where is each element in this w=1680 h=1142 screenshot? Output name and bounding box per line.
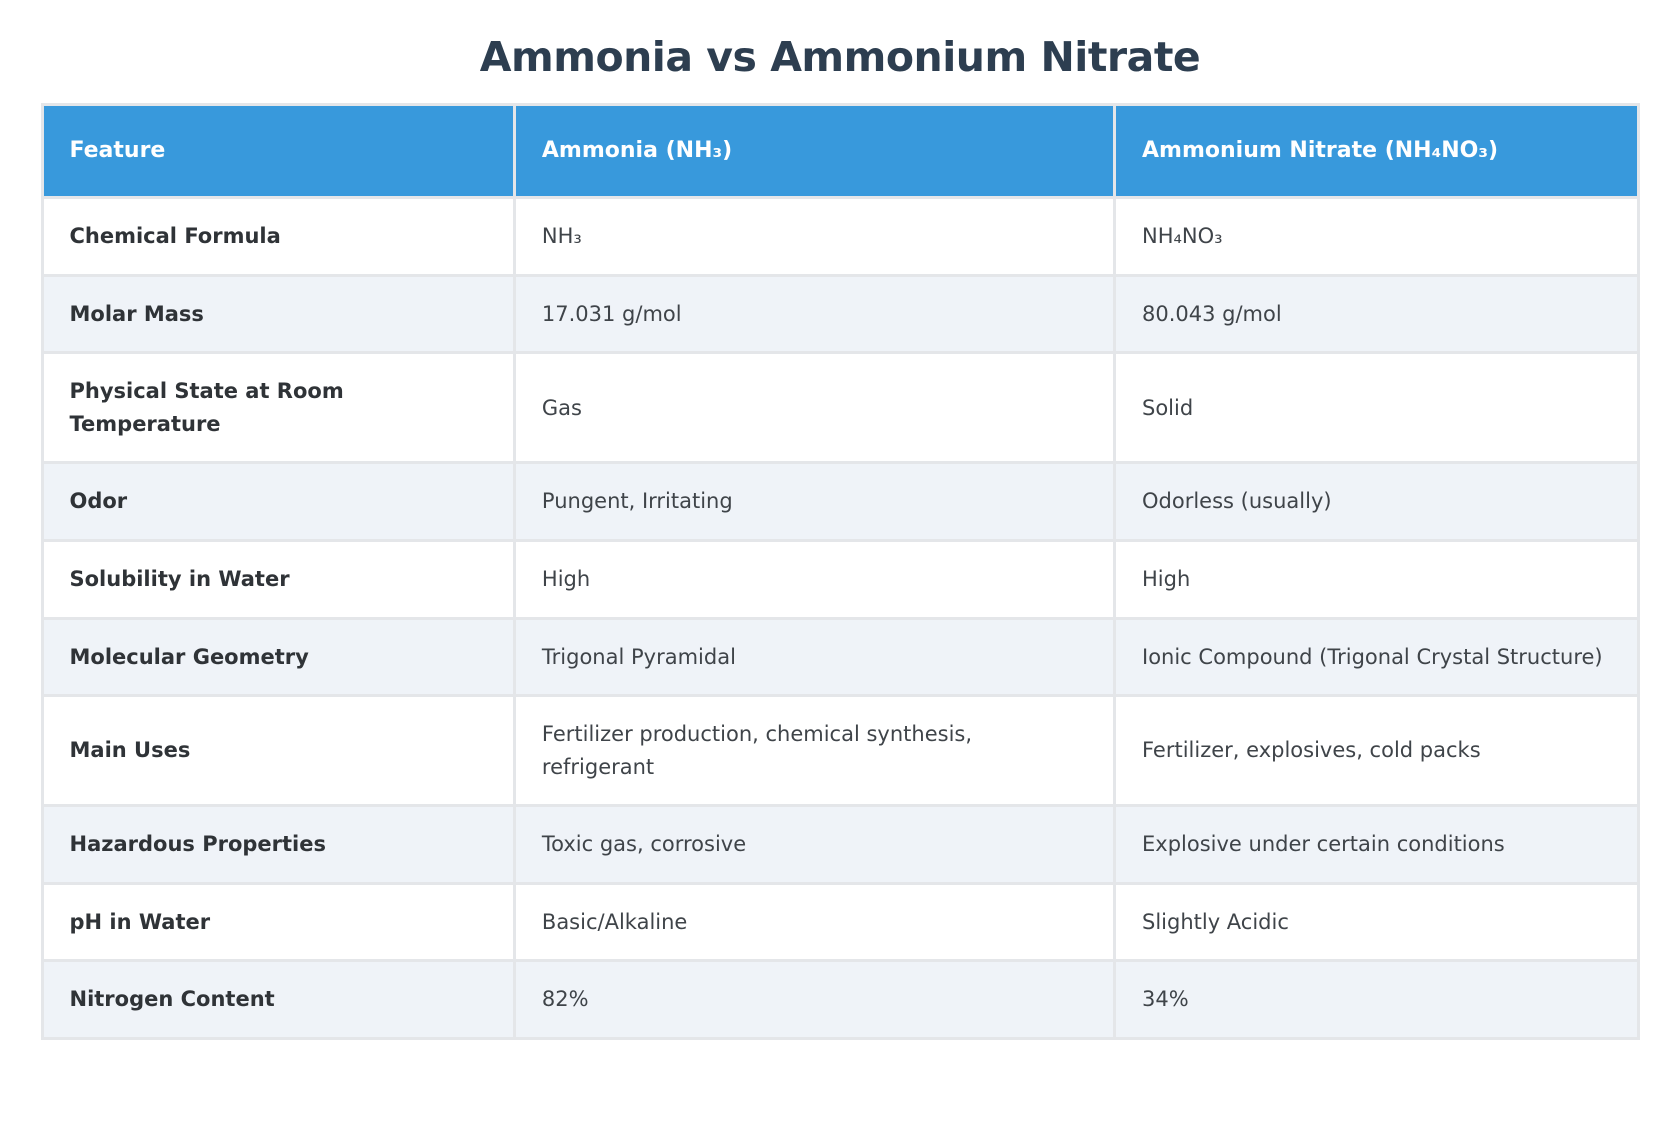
table-row-hazardous-properties: Hazardous Properties Toxic gas, corrosiv… — [40, 804, 1640, 885]
table-row-solubility: Solubility in Water High High — [40, 538, 1640, 620]
table-row-odor: Odor Pungent, Irritating Odorless (usual… — [40, 461, 1640, 542]
ammonium-nitrate-cell: 34% — [1113, 959, 1640, 1040]
table-row-nitrogen-content: Nitrogen Content 82% 34% — [40, 959, 1640, 1040]
feature-cell: Odor — [40, 461, 516, 542]
feature-cell: Solubility in Water — [40, 538, 516, 620]
ammonium-nitrate-cell: Ionic Compound (Trigonal Crystal Structu… — [1113, 616, 1640, 698]
ammonium-nitrate-cell: NH₄NO₃ — [1113, 196, 1640, 277]
feature-cell: Nitrogen Content — [40, 959, 516, 1040]
column-header-ammonium-nitrate: Ammonium Nitrate (NH₄NO₃) — [1113, 103, 1640, 200]
table-row-molecular-geometry: Molecular Geometry Trigonal Pyramidal Io… — [40, 616, 1640, 698]
ammonia-cell: 17.031 g/mol — [512, 273, 1117, 355]
header-row: Feature Ammonia (NH₃) Ammonium Nitrate (… — [40, 103, 1640, 200]
ammonia-cell: Trigonal Pyramidal — [512, 616, 1117, 698]
ammonia-cell: Toxic gas, corrosive — [512, 804, 1117, 885]
ammonia-cell: Pungent, Irritating — [512, 461, 1117, 542]
column-header-feature: Feature — [40, 103, 516, 200]
feature-cell: Molar Mass — [40, 273, 516, 355]
feature-cell: pH in Water — [40, 881, 516, 963]
feature-cell: Main Uses — [40, 694, 516, 808]
table-row-chemical-formula: Chemical Formula NH₃ NH₄NO₃ — [40, 196, 1640, 277]
ammonium-nitrate-cell: Explosive under certain conditions — [1113, 804, 1640, 885]
ammonium-nitrate-cell: Odorless (usually) — [1113, 461, 1640, 542]
table-row-ph-in-water: pH in Water Basic/Alkaline Slightly Acid… — [40, 881, 1640, 963]
ammonium-nitrate-cell: Solid — [1113, 351, 1640, 465]
ammonia-cell: NH₃ — [512, 196, 1117, 277]
ammonia-cell: Gas — [512, 351, 1117, 465]
feature-cell: Physical State at Room Temperature — [40, 351, 516, 465]
feature-cell: Molecular Geometry — [40, 616, 516, 698]
ammonia-cell: Basic/Alkaline — [512, 881, 1117, 963]
column-header-ammonia: Ammonia (NH₃) — [512, 103, 1117, 200]
table-row-molar-mass: Molar Mass 17.031 g/mol 80.043 g/mol — [40, 273, 1640, 355]
ammonium-nitrate-cell: Fertilizer, explosives, cold packs — [1113, 694, 1640, 808]
ammonium-nitrate-cell: 80.043 g/mol — [1113, 273, 1640, 355]
ammonia-cell: Fertilizer production, chemical synthesi… — [512, 694, 1117, 808]
ammonia-cell: 82% — [512, 959, 1117, 1040]
table-row-main-uses: Main Uses Fertilizer production, chemica… — [40, 694, 1640, 808]
table-row-physical-state: Physical State at Room Temperature Gas S… — [40, 351, 1640, 465]
comparison-table: Feature Ammonia (NH₃) Ammonium Nitrate (… — [40, 103, 1640, 1040]
ammonium-nitrate-cell: High — [1113, 538, 1640, 620]
ammonium-nitrate-cell: Slightly Acidic — [1113, 881, 1640, 963]
ammonia-cell: High — [512, 538, 1117, 620]
feature-cell: Chemical Formula — [40, 196, 516, 277]
page-title: Ammonia vs Ammonium Nitrate — [479, 33, 1201, 81]
feature-cell: Hazardous Properties — [40, 804, 516, 885]
